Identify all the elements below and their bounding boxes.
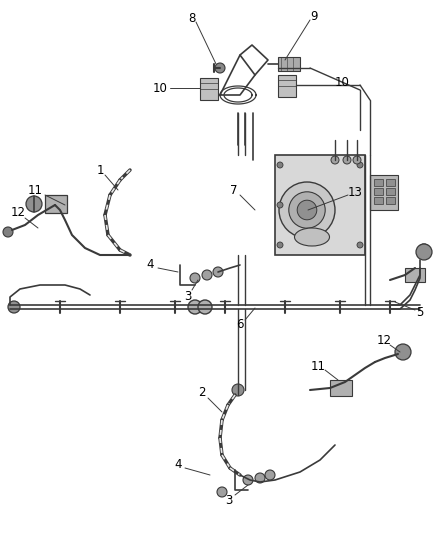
- Circle shape: [26, 196, 42, 212]
- Text: 1: 1: [96, 164, 104, 176]
- Bar: [386, 188, 395, 195]
- Text: 3: 3: [225, 494, 233, 506]
- Text: 4: 4: [174, 458, 182, 472]
- Circle shape: [279, 182, 335, 238]
- Bar: [386, 197, 395, 204]
- Circle shape: [395, 344, 411, 360]
- Text: 2: 2: [198, 386, 206, 400]
- Text: 7: 7: [230, 183, 238, 197]
- Circle shape: [277, 202, 283, 208]
- Text: 6: 6: [236, 319, 244, 332]
- Text: 10: 10: [152, 82, 167, 94]
- Circle shape: [265, 470, 275, 480]
- Circle shape: [190, 273, 200, 283]
- Circle shape: [202, 270, 212, 280]
- Bar: [386, 179, 395, 186]
- Circle shape: [297, 200, 317, 220]
- Circle shape: [277, 162, 283, 168]
- Circle shape: [277, 242, 283, 248]
- Circle shape: [343, 156, 351, 164]
- Circle shape: [243, 475, 253, 485]
- Circle shape: [8, 301, 20, 313]
- Bar: [200, 78, 218, 100]
- Bar: [278, 75, 296, 97]
- Bar: [374, 179, 383, 186]
- Circle shape: [418, 244, 430, 256]
- Bar: [405, 268, 425, 282]
- Text: 5: 5: [416, 306, 424, 319]
- Text: 12: 12: [377, 334, 392, 346]
- Circle shape: [3, 227, 13, 237]
- Bar: [278, 57, 300, 71]
- Circle shape: [198, 300, 212, 314]
- Circle shape: [213, 267, 223, 277]
- Circle shape: [255, 473, 265, 483]
- Circle shape: [188, 300, 202, 314]
- Circle shape: [353, 156, 361, 164]
- Text: 8: 8: [188, 12, 196, 25]
- Circle shape: [357, 162, 363, 168]
- Bar: [330, 380, 352, 396]
- Text: 9: 9: [310, 11, 318, 23]
- Bar: [370, 175, 398, 210]
- Ellipse shape: [294, 228, 329, 246]
- Circle shape: [289, 192, 325, 228]
- Circle shape: [217, 487, 227, 497]
- Circle shape: [357, 242, 363, 248]
- Circle shape: [331, 156, 339, 164]
- Text: 11: 11: [311, 359, 325, 373]
- Text: 11: 11: [28, 183, 42, 197]
- Bar: [374, 197, 383, 204]
- Text: 10: 10: [335, 77, 350, 90]
- Circle shape: [232, 384, 244, 396]
- Text: 3: 3: [184, 289, 192, 303]
- Circle shape: [215, 63, 225, 73]
- Bar: [374, 188, 383, 195]
- Circle shape: [416, 244, 432, 260]
- Text: 12: 12: [11, 206, 25, 220]
- Text: 4: 4: [146, 259, 154, 271]
- Bar: [45, 195, 67, 213]
- Bar: [275, 155, 365, 255]
- Text: 13: 13: [348, 185, 362, 198]
